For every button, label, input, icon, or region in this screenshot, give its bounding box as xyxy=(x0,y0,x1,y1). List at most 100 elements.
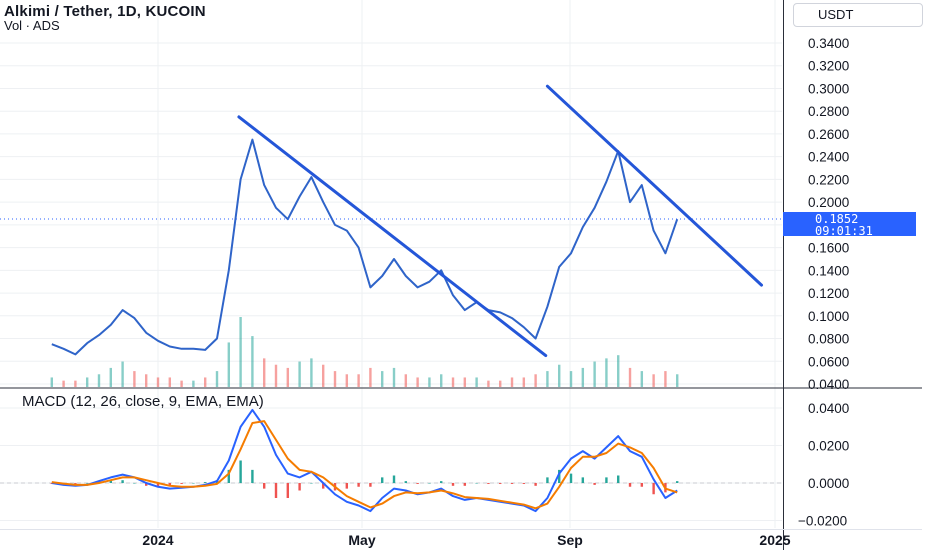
macd-indicator-label[interactable]: MACD (12, 26, close, 9, EMA, EMA) xyxy=(22,393,264,410)
volume-bar xyxy=(74,380,77,387)
macd-histogram-bar xyxy=(428,483,431,484)
macd-histogram-bar xyxy=(251,469,254,483)
macd-axis-label: 0.0400 xyxy=(808,401,849,416)
volume-bar xyxy=(286,367,290,387)
macd-histogram-bar xyxy=(569,473,573,483)
volume-bar xyxy=(369,367,372,387)
macd-histogram-bar xyxy=(274,483,278,498)
volume-bar xyxy=(440,374,443,387)
volume-bar xyxy=(239,317,242,387)
volume-bar xyxy=(676,374,679,387)
last-price-tag: 0.1852 09:01:31 xyxy=(783,212,916,237)
volume-bar xyxy=(298,361,301,387)
macd-histogram-bar xyxy=(369,483,372,487)
volume-bar xyxy=(652,374,655,387)
price-line xyxy=(51,138,679,356)
macd-histogram-bar xyxy=(121,480,124,483)
time-axis-label: Sep xyxy=(557,532,583,548)
macd-histogram-bar xyxy=(676,481,679,483)
macd-axis-label: −0.0200 xyxy=(798,514,847,529)
price-axis-label: 0.1400 xyxy=(808,263,849,278)
volume-indicator-label[interactable]: Vol · ADS xyxy=(4,18,60,33)
volume-series xyxy=(50,317,679,387)
macd-histogram-bar xyxy=(227,469,231,483)
volume-bar xyxy=(251,336,254,387)
price-axis-label: 0.3000 xyxy=(808,81,849,96)
volume-bar xyxy=(546,371,549,387)
macd-histogram-bar xyxy=(168,483,172,486)
price-axis-label: 0.2800 xyxy=(808,104,849,119)
macd-histogram-bar xyxy=(109,480,112,483)
macd-histogram-bar xyxy=(581,477,585,483)
volume-bar xyxy=(204,377,207,387)
macd-histogram-bar xyxy=(85,483,89,484)
price-axis-label: 0.1200 xyxy=(808,286,849,301)
price-axis-label: 0.1000 xyxy=(808,309,849,324)
macd-histogram-bar xyxy=(617,475,620,483)
volume-bar xyxy=(416,377,419,387)
currency-selector[interactable]: USDT xyxy=(793,3,923,27)
price-axis-label: 0.0800 xyxy=(808,332,849,347)
macd-histogram-bar xyxy=(357,483,360,487)
price-axis-label: 0.0400 xyxy=(808,377,849,392)
volume-bar xyxy=(156,377,160,387)
volume-bar xyxy=(428,377,431,387)
macd-histogram-bar xyxy=(263,483,266,489)
volume-bar xyxy=(392,367,396,387)
volume-bar xyxy=(192,380,195,387)
volume-bar xyxy=(109,367,112,387)
macd-histogram-bar xyxy=(204,482,207,483)
time-axis-label: May xyxy=(348,532,375,548)
volume-bar xyxy=(617,355,620,387)
macd-histogram-bar xyxy=(546,477,549,483)
volume-bar xyxy=(133,371,136,387)
macd-histogram-bar xyxy=(345,483,349,489)
macd-histogram-bar xyxy=(404,481,408,483)
volume-bar xyxy=(569,371,573,387)
volume-bar xyxy=(664,371,667,387)
volume-bar xyxy=(97,374,101,387)
price-axis-label: 0.0600 xyxy=(808,354,849,369)
trendline-1 xyxy=(237,115,548,358)
time-axis-label: 2024 xyxy=(142,532,173,548)
price-axis-label: 0.2000 xyxy=(808,195,849,210)
volume-bar xyxy=(581,367,585,387)
axis-edge-mask xyxy=(922,0,932,550)
macd-histogram-bar xyxy=(180,483,183,484)
volume-bar xyxy=(263,358,266,387)
macd-histogram-bar xyxy=(239,460,242,483)
macd-histogram-bar xyxy=(593,483,596,485)
macd-histogram-bar xyxy=(286,483,290,498)
grid xyxy=(0,0,782,528)
macd-histogram-bar xyxy=(144,483,148,486)
volume-bar xyxy=(180,380,183,387)
volume-bar xyxy=(85,377,89,387)
volume-bar xyxy=(50,377,53,387)
volume-bar xyxy=(499,380,502,387)
volume-bar xyxy=(475,377,478,387)
volume-bar xyxy=(487,380,490,387)
time-axis-label: 2025 xyxy=(759,532,790,548)
trendline-2 xyxy=(545,84,764,287)
volume-bar xyxy=(322,364,325,387)
volume-bar xyxy=(451,377,455,387)
macd-histogram-bar xyxy=(522,483,526,484)
macd-histogram-bar xyxy=(310,483,313,484)
macd-histogram-bar xyxy=(652,483,655,495)
volume-bar xyxy=(121,361,124,387)
volume-bar xyxy=(333,371,337,387)
volume-bar xyxy=(640,371,644,387)
volume-bar xyxy=(404,374,408,387)
macd-histogram-bar xyxy=(628,483,632,487)
price-axis-label: 0.3400 xyxy=(808,36,849,51)
macd-histogram-bar xyxy=(322,483,325,489)
macd-axis-label: 0.0000 xyxy=(808,476,849,491)
price-axis-label: 0.3200 xyxy=(808,59,849,74)
macd-histogram-bar xyxy=(487,483,490,484)
macd-histogram-bar xyxy=(640,483,644,487)
price-axis-label: 0.2200 xyxy=(808,172,849,187)
volume-bar xyxy=(345,374,349,387)
price-axis-label: 0.1600 xyxy=(808,241,849,256)
macd-axis-label: 0.0200 xyxy=(808,439,849,454)
